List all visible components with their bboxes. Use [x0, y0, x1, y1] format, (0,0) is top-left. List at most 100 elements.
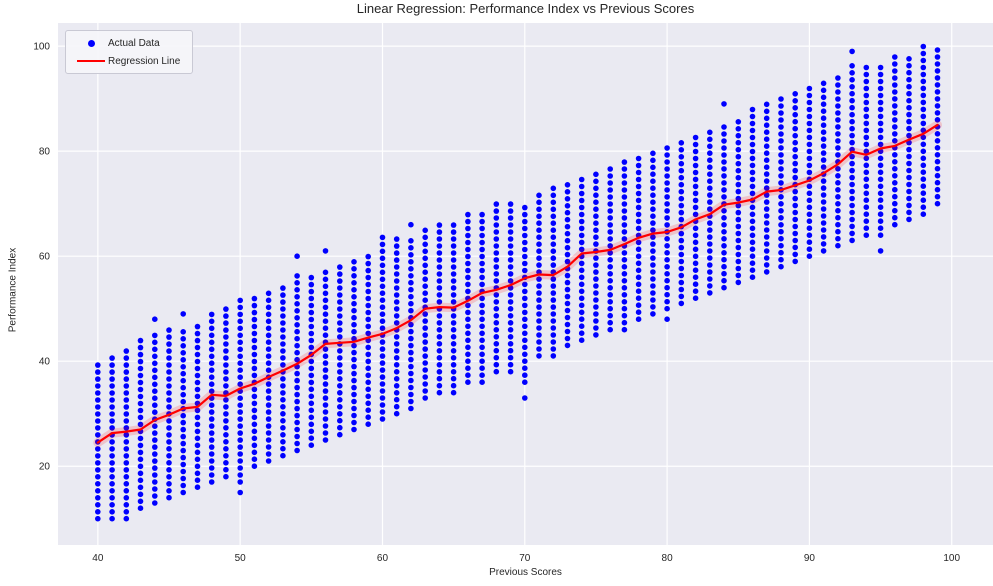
scatter-point: [892, 75, 898, 81]
scatter-point: [664, 264, 670, 270]
scatter-point: [337, 376, 343, 382]
scatter-point: [792, 153, 798, 160]
scatter-point: [564, 189, 571, 195]
scatter-point: [479, 330, 485, 337]
scatter-point: [208, 381, 215, 388]
scatter-point: [778, 201, 784, 207]
scatter-point: [863, 204, 870, 210]
scatter-point: [379, 381, 386, 387]
scatter-point: [493, 236, 500, 242]
scatter-point: [892, 166, 898, 172]
scatter-point: [820, 108, 827, 114]
scatter-point: [778, 242, 784, 249]
scatter-point: [365, 421, 372, 428]
scatter-point: [109, 376, 115, 382]
scatter-point: [635, 225, 642, 232]
scatter-point: [778, 249, 784, 256]
scatter-point: [465, 358, 471, 365]
scatter-point: [934, 110, 941, 116]
scatter-point: [465, 302, 471, 309]
scatter-point: [820, 94, 827, 101]
scatter-point: [593, 318, 599, 324]
scatter-point: [607, 194, 613, 200]
scatter-point: [578, 302, 585, 309]
scatter-point: [763, 262, 770, 268]
scatter-point: [877, 169, 884, 176]
scatter-point: [934, 145, 941, 151]
scatter-point: [280, 299, 286, 305]
scatter-point: [465, 323, 471, 330]
scatter-point: [95, 362, 101, 368]
scatter-point: [763, 143, 770, 149]
scatter-point: [578, 239, 585, 246]
scatter-point: [308, 428, 315, 435]
scatter-point: [778, 256, 784, 263]
scatter-point: [621, 194, 628, 200]
scatter-point: [749, 260, 756, 267]
scatter-point: [194, 484, 201, 491]
scatter-point: [820, 157, 827, 163]
scatter-point: [152, 316, 158, 323]
scatter-point: [465, 274, 471, 281]
scatter-point: [635, 295, 642, 302]
scatter-point: [194, 449, 201, 456]
scatter-point: [280, 292, 286, 298]
scatter-point: [337, 362, 343, 368]
scatter-point: [493, 201, 500, 207]
scatter-point: [152, 367, 158, 374]
scatter-point: [792, 105, 798, 111]
scatter-point: [465, 309, 471, 316]
scatter-point: [536, 346, 542, 352]
scatter-point: [920, 64, 927, 71]
scatter-point: [564, 209, 571, 216]
scatter-point: [137, 470, 144, 477]
scatter-point: [109, 453, 115, 459]
scatter-point: [792, 167, 798, 174]
scatter-point: [877, 190, 884, 197]
scatter-point: [664, 236, 670, 242]
scatter-point: [934, 172, 941, 179]
scatter-point: [522, 218, 528, 225]
scatter-point: [237, 472, 243, 478]
scatter-point: [906, 181, 912, 188]
scatter-point: [422, 255, 429, 262]
scatter-point: [450, 375, 457, 382]
scatter-point: [365, 365, 372, 372]
scatter-point: [578, 190, 585, 197]
scatter-point: [379, 395, 386, 401]
scatter-point: [849, 139, 855, 146]
scatter-point: [692, 239, 699, 246]
scatter-point: [280, 348, 286, 354]
scatter-point: [379, 402, 386, 408]
scatter-point: [450, 264, 457, 270]
scatter-point: [934, 200, 941, 207]
scatter-point: [678, 147, 685, 153]
scatter-point: [849, 97, 855, 104]
scatter-point: [635, 155, 642, 162]
scatter-point: [593, 185, 599, 192]
scatter-point: [237, 395, 243, 402]
scatter-point: [564, 196, 571, 202]
scatter-point: [479, 260, 485, 267]
scatter-point: [351, 280, 357, 286]
scatter-point: [635, 246, 642, 253]
scatter-point: [721, 250, 727, 256]
scatter-point: [707, 227, 713, 233]
scatter-point: [322, 346, 329, 353]
scatter-point: [806, 134, 813, 141]
scatter-point: [749, 246, 756, 252]
scatter-point: [152, 332, 158, 339]
scatter-point: [593, 290, 599, 296]
scatter-point: [792, 118, 798, 125]
scatter-point: [735, 216, 742, 223]
scatter-point: [194, 435, 201, 442]
scatter-point: [692, 253, 699, 260]
scatter-point: [806, 127, 813, 134]
scatter-point: [95, 453, 101, 459]
scatter-point: [678, 237, 685, 244]
scatter-point: [166, 446, 172, 452]
scatter-point: [351, 349, 357, 356]
scatter-point: [707, 276, 713, 282]
scatter-point: [137, 442, 144, 449]
scatter-point: [265, 381, 272, 387]
